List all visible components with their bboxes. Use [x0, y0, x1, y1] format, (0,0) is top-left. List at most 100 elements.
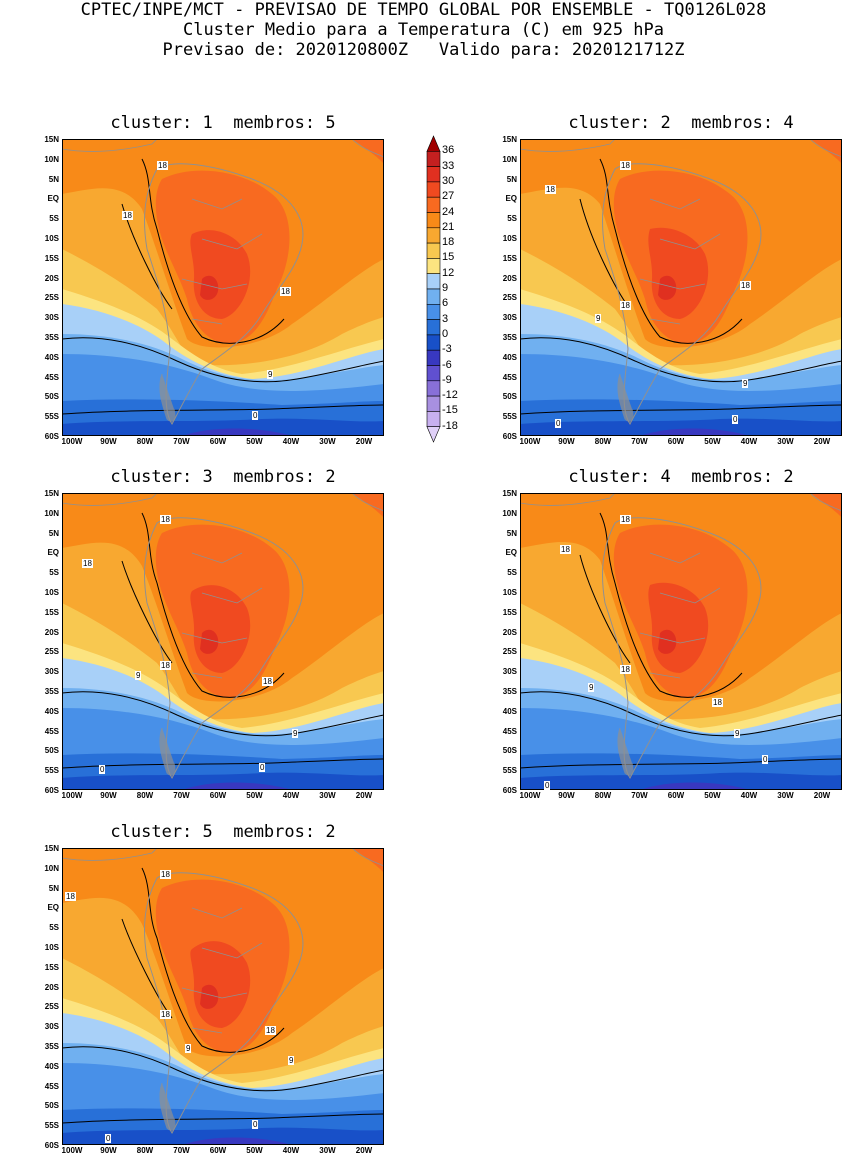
lat-tick: 15N — [44, 135, 59, 144]
country-borders — [181, 198, 263, 325]
country-borders — [181, 552, 263, 679]
lat-tick: 25S — [44, 1002, 59, 1012]
continent-outline — [143, 872, 304, 1134]
lat-tick: 20S — [502, 273, 517, 283]
lat-tick: 15N — [44, 844, 59, 853]
central-america-outline — [519, 492, 616, 506]
lat-tick: 15N — [502, 135, 517, 144]
lon-tick: 20W — [355, 437, 373, 446]
contour-label: 0 — [105, 1134, 112, 1143]
lon-tick: 100W — [519, 791, 541, 800]
lat-tick: 35S — [44, 333, 59, 342]
colorbar-segment — [426, 411, 441, 427]
field-30 — [200, 629, 219, 654]
lat-tick: 25S — [502, 647, 517, 657]
lat-tick: 30S — [502, 313, 517, 323]
contour-label: 9 — [185, 1044, 192, 1053]
lat-tick: 60S — [502, 786, 517, 795]
field-m6 — [182, 782, 292, 790]
lon-tick: 20W — [813, 791, 831, 800]
contour-9 — [519, 337, 843, 383]
contour-label: 18 — [160, 870, 171, 879]
lat-tick: 55S — [502, 412, 517, 422]
map-frame — [520, 493, 842, 790]
lat-tick: 40S — [502, 706, 517, 716]
central-america-outline — [61, 492, 158, 506]
colorbar-label: 12 — [442, 266, 455, 279]
lat-tick: 60S — [502, 432, 517, 441]
field-24-ne — [810, 493, 842, 518]
contour-label: 18 — [560, 545, 571, 554]
lat-tick: 55S — [44, 766, 59, 776]
continent-outline — [601, 163, 762, 425]
map-frame — [62, 139, 384, 436]
lat-tick: 50S — [502, 746, 517, 756]
lat-tick: 35S — [44, 687, 59, 696]
colorbar-label: 18 — [442, 236, 455, 249]
lat-tick: 5S — [49, 214, 59, 224]
lon-tick: 60W — [209, 1146, 227, 1155]
field-m6 — [182, 1137, 292, 1145]
colorbar-segment — [426, 212, 441, 229]
lat-tick: 20S — [44, 982, 59, 992]
africa-outline — [351, 138, 385, 158]
lon-tick: 40W — [282, 791, 300, 800]
field-m3 — [520, 772, 842, 790]
colorbar-tip-bottom — [426, 426, 441, 443]
contour-label: 9 — [292, 729, 299, 738]
lon-tick: 30W — [319, 437, 336, 446]
colorbar-label: 33 — [442, 159, 455, 172]
lat-tick: 10S — [44, 943, 59, 952]
lon-tick: 40W — [740, 437, 758, 446]
map-svg — [61, 492, 385, 790]
lon-tick: 50W — [246, 437, 263, 446]
contour-0 — [519, 404, 843, 415]
map-svg — [61, 847, 385, 1145]
lat-tick: 40S — [44, 1061, 59, 1071]
country-borders — [639, 198, 721, 325]
lat-tick: 10N — [502, 508, 517, 518]
colorbar-tip-top — [426, 135, 441, 152]
lat-tick: 20S — [44, 627, 59, 637]
contour-label: 18 — [620, 161, 631, 170]
colorbar-label: -6 — [442, 358, 452, 371]
lon-tick: 100W — [61, 791, 83, 800]
lat-tick: 60S — [44, 432, 59, 441]
lon-tick: 20W — [355, 1146, 373, 1155]
colorbar-label: 27 — [442, 190, 455, 203]
lat-tick: 45S — [502, 372, 517, 382]
contour-label: 0 — [252, 1120, 259, 1129]
map-svg — [519, 138, 843, 436]
contour-18 — [141, 867, 285, 1053]
lon-tick: 90W — [558, 437, 575, 446]
contour-0 — [61, 404, 385, 415]
colorbar-label: 6 — [442, 297, 449, 310]
field-24-ne — [352, 139, 384, 164]
cluster-1-map: 18 18 18 9 0 — [61, 138, 385, 436]
lat-tick: 60S — [44, 786, 59, 795]
lat-tick: 40S — [44, 706, 59, 716]
lat-tick: 10S — [44, 588, 59, 597]
continent-outline — [601, 517, 762, 779]
colorbar-segment — [426, 196, 441, 213]
contour-label: 18 — [160, 661, 171, 670]
cluster-4-map: 18 18 18 18 9 9 0 0 — [519, 492, 843, 790]
field-m3 — [62, 418, 384, 436]
lon-tick: 50W — [246, 791, 263, 800]
lat-tick: 5N — [48, 174, 59, 184]
lon-tick: 30W — [319, 1146, 336, 1155]
lon-tick: 80W — [594, 791, 612, 800]
colorbar-label: -15 — [442, 404, 458, 417]
colorbar-label: 9 — [442, 282, 449, 294]
contour-label: 0 — [762, 755, 769, 764]
contour-9 — [61, 691, 385, 737]
lat-tick: 10N — [502, 154, 517, 164]
cluster-3-title: cluster: 3 membros: 2 — [110, 467, 336, 487]
colorbar-label: 36 — [442, 144, 455, 157]
central-america-outline — [519, 138, 616, 152]
contour-label: 18 — [122, 211, 133, 220]
contour-label: 9 — [288, 1056, 295, 1065]
map-frame — [62, 848, 384, 1145]
lat-tick: 55S — [44, 412, 59, 422]
contour-18-west — [121, 560, 173, 664]
